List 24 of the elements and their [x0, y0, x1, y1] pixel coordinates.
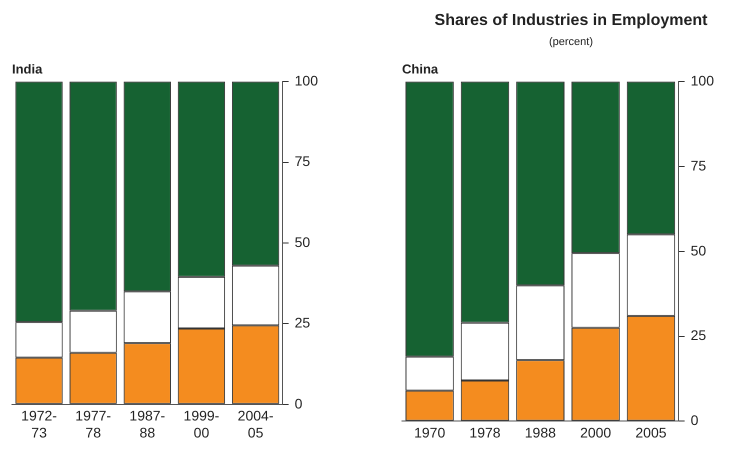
x-tick-label: 1970	[414, 424, 446, 440]
y-tick-label: 75	[294, 153, 310, 170]
y-tick-label: 0	[690, 412, 699, 428]
text: (percent)	[548, 36, 594, 48]
text: Shares of Industries in Employment	[434, 12, 708, 30]
x-tick-label: 1987-88	[129, 408, 166, 440]
y-tick-label: 0	[294, 395, 303, 412]
x-tick-label: 1978	[469, 424, 501, 440]
x-tick-label: 1988	[524, 424, 556, 440]
y-tick-label: 50	[294, 234, 310, 250]
x-tick-label: 1999-00	[184, 408, 220, 440]
x-tick-label: 2000	[580, 424, 612, 440]
x-tick-label: 1972-73	[21, 408, 58, 440]
chart-title: China	[402, 61, 439, 76]
x-tick-label: 2005	[635, 424, 667, 440]
y-tick-label: 50	[690, 242, 706, 258]
x-tick-label: 1977-78	[75, 408, 112, 440]
y-tick-label: 75	[690, 157, 706, 174]
x-tick-label: 2004-05	[238, 408, 274, 440]
y-tick-label: 100	[294, 72, 318, 88]
y-tick-label: 100	[690, 72, 714, 88]
y-tick-label: 25	[294, 314, 310, 331]
y-tick-label: 25	[690, 327, 706, 344]
chart-title: India	[12, 61, 44, 76]
